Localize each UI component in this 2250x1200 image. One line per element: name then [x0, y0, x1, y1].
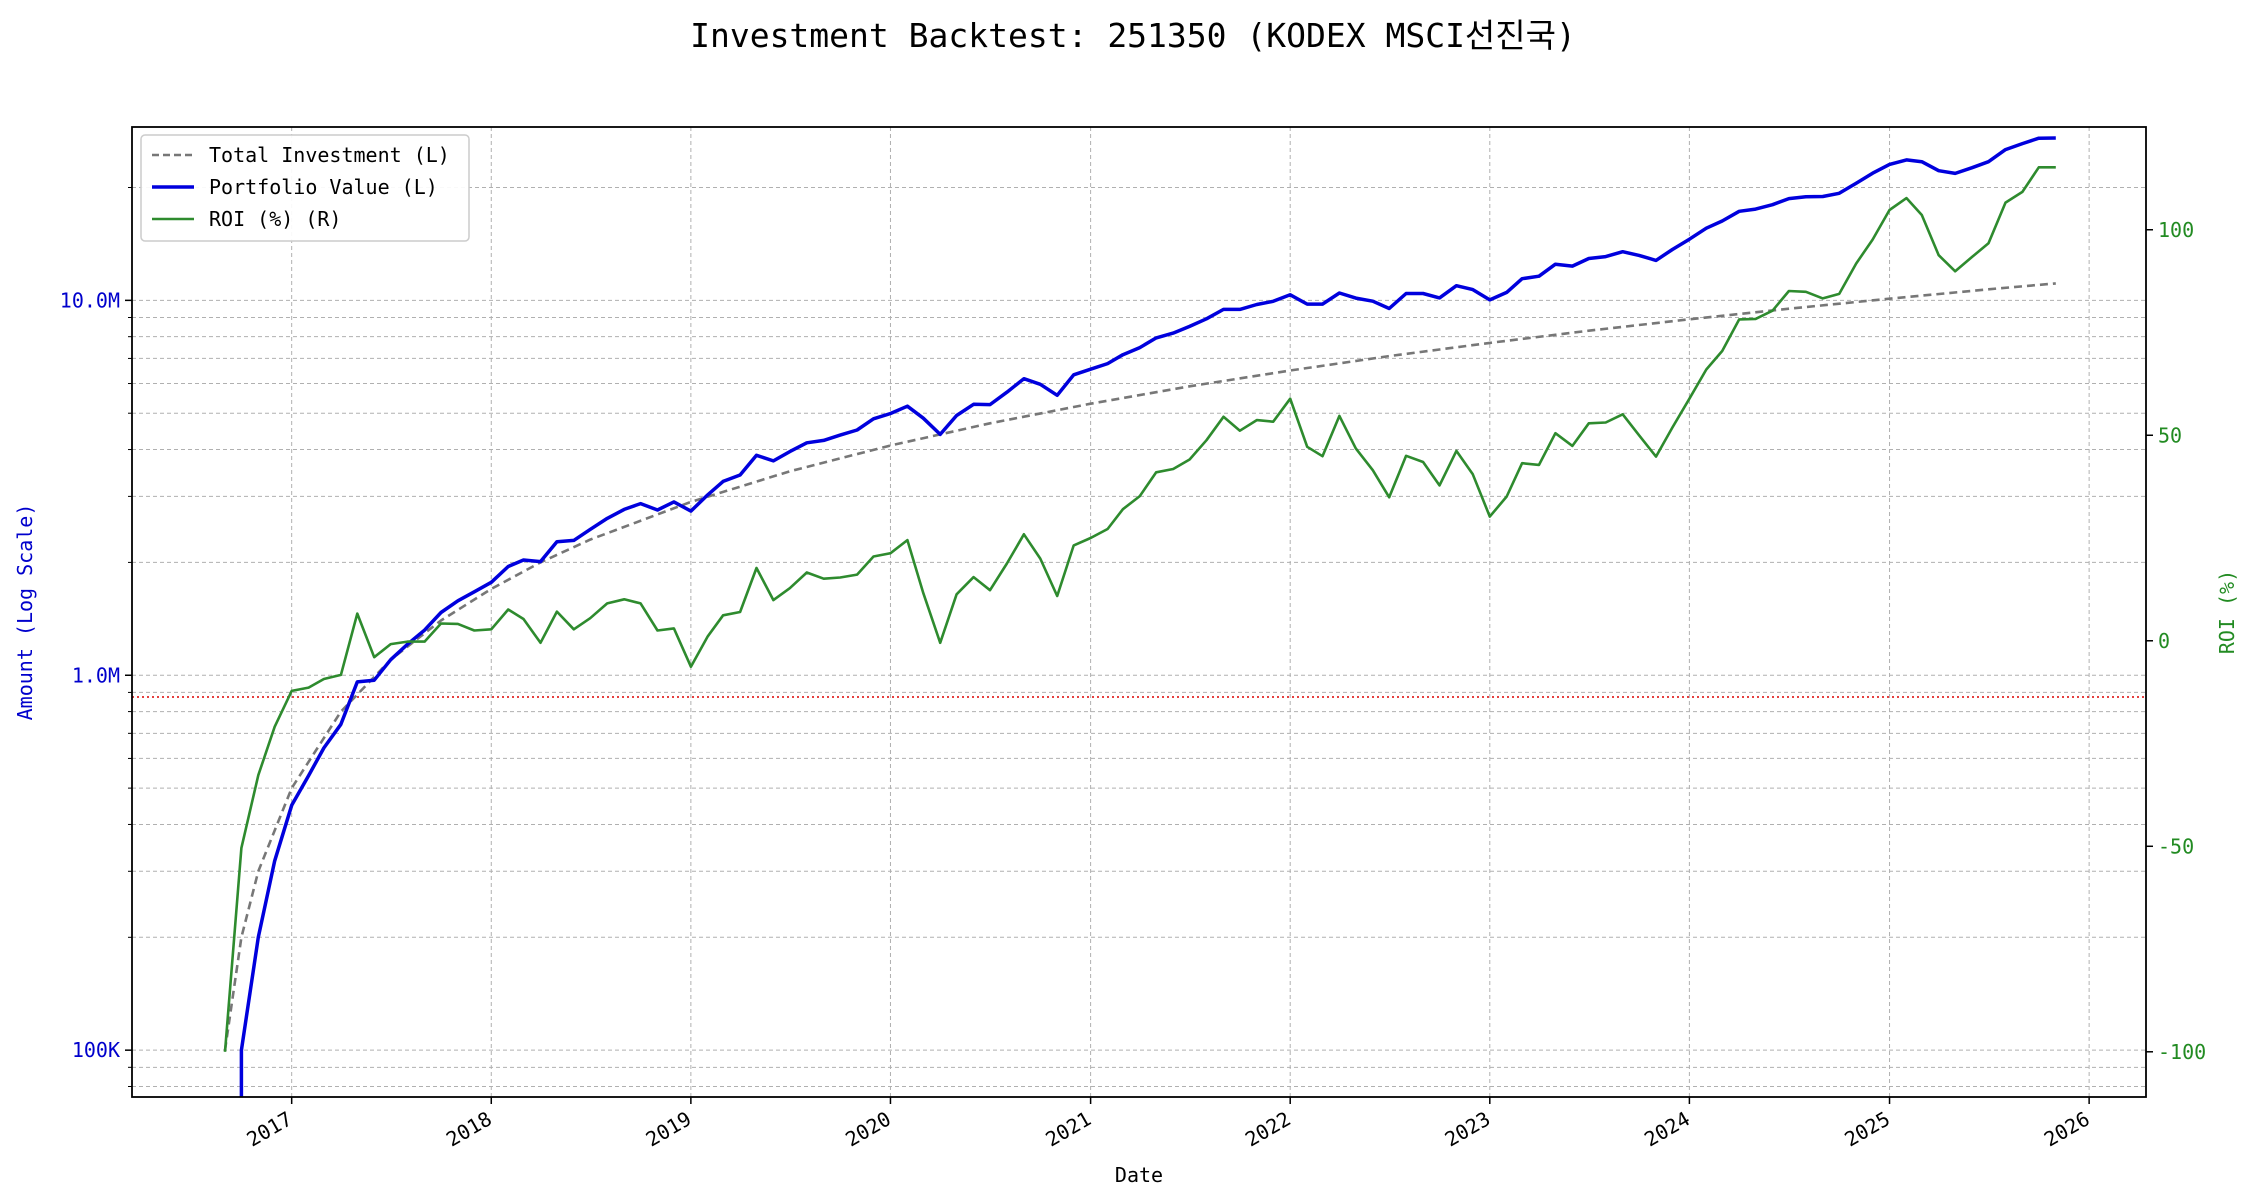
- portfolio-value-line: [239, 136, 2056, 1097]
- y-right-tick-label: 100: [2158, 218, 2194, 242]
- y-right-tick-label: -100: [2158, 1040, 2206, 1064]
- legend-label-total-investment: Total Investment (L): [209, 143, 450, 167]
- plot-frame: [131, 126, 2147, 1098]
- x-axis-label: Date: [1115, 1163, 1163, 1187]
- y-left-axis-label: Amount (Log Scale): [13, 504, 37, 721]
- roi-line: [223, 166, 2056, 1052]
- total-investment-line: [223, 282, 2056, 1051]
- x-tick-label: 2019: [642, 1107, 696, 1152]
- y-left-tick-label: 100K: [72, 1038, 120, 1062]
- x-tick-label: 2017: [242, 1107, 296, 1152]
- x-tick-label: 2026: [2040, 1107, 2094, 1152]
- legend-label-portfolio-value: Portfolio Value (L): [209, 175, 438, 199]
- legend-box: [140, 134, 470, 242]
- x-tick-label: 2023: [1441, 1107, 1495, 1152]
- y-left-tick-label: 1.0M: [72, 663, 120, 687]
- y-right-tick-label: 0: [2158, 629, 2170, 653]
- y-right-axis-label: ROI (%): [2215, 570, 2239, 654]
- legend-label-roi: ROI (%) (R): [209, 207, 341, 231]
- series-layer: [223, 136, 2056, 1097]
- x-tick-label: 2018: [442, 1107, 496, 1152]
- y-right-tick-label: -50: [2158, 834, 2194, 858]
- y-left-tick-label: 10.0M: [60, 288, 120, 312]
- grid-layer: [132, 127, 2146, 1097]
- x-tick-label: 2021: [1041, 1107, 1095, 1152]
- x-tick-label: 2025: [1840, 1107, 1894, 1152]
- x-tick-label: 2024: [1640, 1107, 1694, 1152]
- x-tick-label: 2020: [841, 1107, 895, 1152]
- y-right-tick-label: 50: [2158, 423, 2182, 447]
- chart-title: Investment Backtest: 251350 (KODEX MSCI선…: [690, 16, 1576, 55]
- x-tick-label: 2022: [1241, 1107, 1295, 1152]
- legend: Total Investment (L) Portfolio Value (L)…: [140, 134, 470, 242]
